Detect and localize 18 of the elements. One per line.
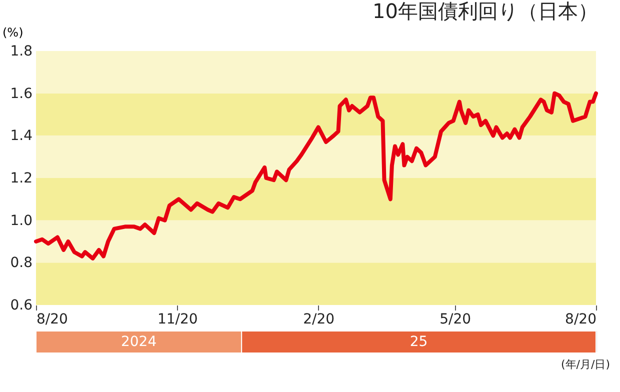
x-tick-label: 11/20 xyxy=(157,312,198,328)
chart-title: 10年国債利回り（日本） xyxy=(372,0,598,23)
x-tick-label: 8/20 xyxy=(36,312,68,328)
text: 2024 xyxy=(120,334,157,350)
text: (年/月/日) xyxy=(561,358,610,371)
y-tick-label: 1.2 xyxy=(10,170,32,186)
x-tick-label: 5/20 xyxy=(440,312,472,328)
x-tick-label: 8/20 xyxy=(565,312,596,328)
y-tick-label: 1.0 xyxy=(10,212,32,229)
x-tick-label: 2/20 xyxy=(303,312,335,328)
y-tick-label: 1.4 xyxy=(10,128,33,144)
y-tick-label: 1.8 xyxy=(10,44,32,60)
y-tick-label: 0.6 xyxy=(10,298,33,314)
y-axis-title: (%) xyxy=(2,26,24,40)
y-tick-label: 1.6 xyxy=(10,86,33,102)
text: 25 xyxy=(410,334,428,350)
line-series xyxy=(34,91,598,260)
y-tick-label: 0.8 xyxy=(10,255,32,272)
